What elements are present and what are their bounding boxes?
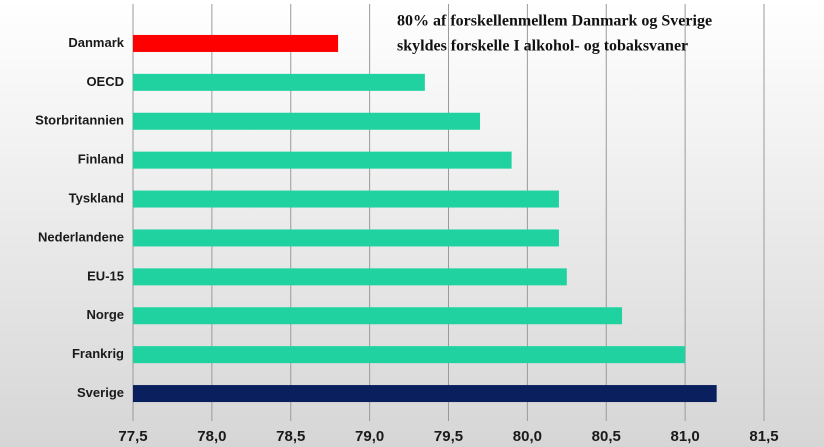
y-tick-label: Finland [78,152,124,167]
y-tick-label: Storbritannien [35,113,124,128]
x-tick-label: 79,5 [434,428,463,445]
annotation: 80% af forskellenmellem Danmark og Sveri… [397,13,712,30]
x-tick-label: 80,5 [592,428,621,445]
y-tick-label: Danmark [68,35,124,50]
annotation: skyldes forskelle I alkohol- og tobaksva… [397,38,688,55]
x-tick-label: 78,5 [276,428,305,445]
x-tick-label: 77,5 [118,428,147,445]
bar [133,229,559,247]
bar [133,112,481,130]
x-tick-label: 81,0 [671,428,700,445]
bar [133,307,623,325]
y-tick-label: EU-15 [87,268,124,283]
y-tick-label: Tyskland [69,190,124,205]
y-tick-label: Nederlandene [38,229,124,244]
bar [133,385,717,403]
bar [133,346,686,364]
y-tick-label: Sverige [77,385,124,400]
x-tick-label: 78,0 [197,428,226,445]
y-tick-label: Norge [86,307,124,322]
bar [133,190,559,208]
bar [133,268,567,286]
bar [133,34,339,52]
bar [133,151,512,169]
x-tick-label: 79,0 [355,428,384,445]
x-tick-label: 81,5 [749,428,778,445]
bar [133,73,425,91]
y-tick-label: OECD [86,74,124,89]
y-tick-label: Frankrig [72,346,124,361]
x-tick-label: 80,0 [513,428,542,445]
